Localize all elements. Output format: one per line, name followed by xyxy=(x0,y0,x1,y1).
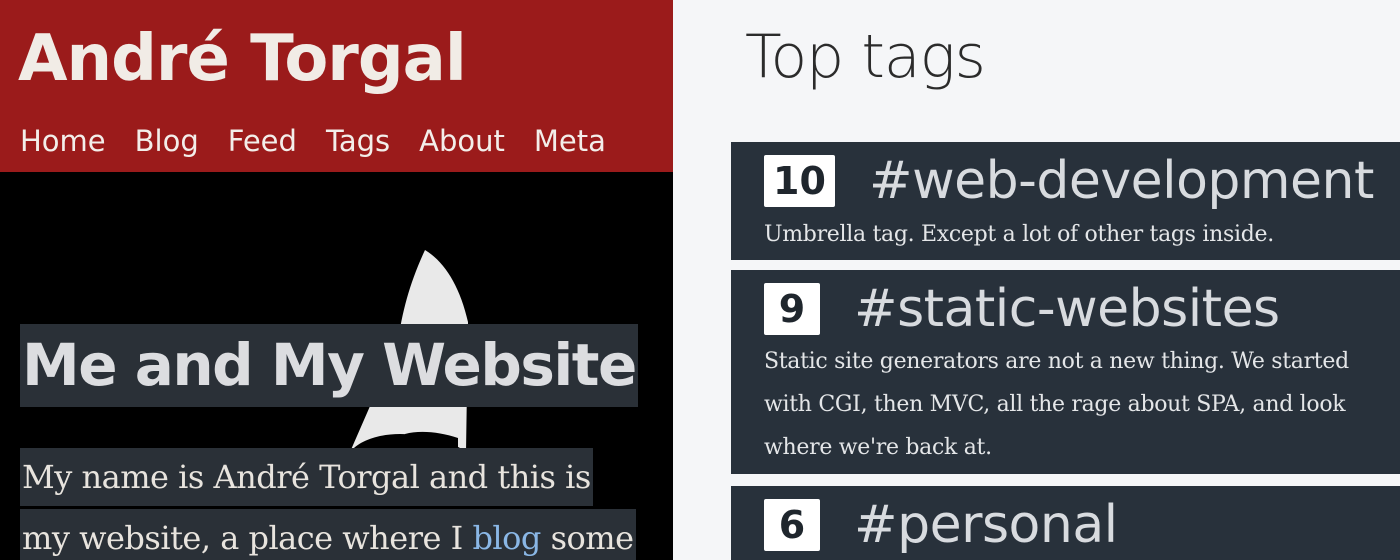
top-tags-panel: Top tags 10 #web-development Umbrella ta… xyxy=(673,0,1400,560)
tag-description: Umbrella tag. Except a lot of other tags… xyxy=(764,222,1274,247)
main-nav: Home Blog Feed Tags About Meta xyxy=(20,124,606,158)
tag-name[interactable]: #web-development xyxy=(869,151,1374,211)
tag-description: Static site generators are not a new thi… xyxy=(764,349,1349,460)
top-tags-title: Top tags xyxy=(745,22,986,92)
tag-name[interactable]: #personal xyxy=(854,495,1118,555)
nav-meta[interactable]: Meta xyxy=(533,124,606,158)
tag-count-badge: 9 xyxy=(764,283,820,335)
blog-link[interactable]: blog xyxy=(472,519,541,557)
hero-heading: Me and My Website xyxy=(20,324,638,407)
site-header: André Torgal Home Blog Feed Tags About M… xyxy=(0,0,673,172)
site-title-link[interactable]: André Torgal xyxy=(18,22,467,96)
nav-home[interactable]: Home xyxy=(20,124,106,158)
tag-count-badge: 10 xyxy=(764,155,835,207)
tag-card-personal[interactable]: 6 #personal xyxy=(731,486,1400,560)
nav-feed[interactable]: Feed xyxy=(227,124,297,158)
tag-count-badge: 6 xyxy=(764,499,820,551)
nav-about[interactable]: About xyxy=(419,124,505,158)
hero-intro-line-2: my website, a place where I blog some xyxy=(20,509,636,560)
hero-line-2-prefix: my website, a place where I xyxy=(22,519,473,557)
hero-line-2-suffix: some xyxy=(540,519,634,557)
nav-blog[interactable]: Blog xyxy=(134,124,199,158)
tag-card-static-websites[interactable]: 9 #static-websites Static site generator… xyxy=(731,270,1400,474)
hero-intro-line-1: My name is André Torgal and this is xyxy=(20,448,593,506)
tag-card-web-development[interactable]: 10 #web-development Umbrella tag. Except… xyxy=(731,142,1400,260)
nav-tags[interactable]: Tags xyxy=(325,124,391,158)
site-preview: André Torgal Home Blog Feed Tags About M… xyxy=(0,0,673,560)
tag-name[interactable]: #static-websites xyxy=(854,279,1280,339)
